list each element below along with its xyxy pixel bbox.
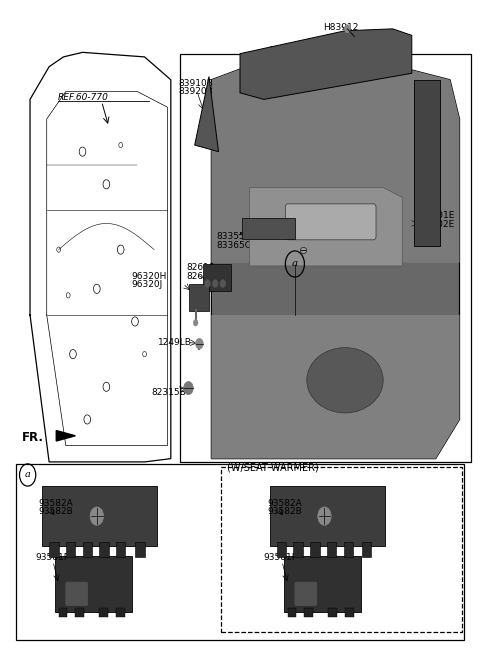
- FancyBboxPatch shape: [285, 204, 376, 240]
- Text: a: a: [292, 260, 298, 268]
- Text: 83355A: 83355A: [216, 232, 251, 241]
- Text: 93582B: 93582B: [38, 507, 73, 516]
- Text: 96320J: 96320J: [131, 280, 162, 289]
- FancyBboxPatch shape: [55, 556, 132, 612]
- FancyBboxPatch shape: [304, 607, 313, 617]
- FancyBboxPatch shape: [116, 543, 125, 557]
- Text: (W/SEAT WARMER): (W/SEAT WARMER): [227, 462, 318, 472]
- Polygon shape: [211, 315, 459, 459]
- Text: 82620: 82620: [187, 272, 215, 281]
- Text: 83362A: 83362A: [269, 54, 303, 64]
- FancyBboxPatch shape: [277, 543, 286, 557]
- FancyBboxPatch shape: [328, 607, 337, 617]
- Text: 93582B: 93582B: [268, 507, 302, 516]
- FancyBboxPatch shape: [42, 486, 157, 546]
- FancyBboxPatch shape: [49, 543, 59, 557]
- FancyBboxPatch shape: [295, 582, 317, 605]
- Polygon shape: [250, 188, 402, 266]
- FancyBboxPatch shape: [284, 556, 361, 612]
- Text: 83301E: 83301E: [420, 211, 455, 220]
- Text: 83352A: 83352A: [269, 46, 303, 55]
- FancyBboxPatch shape: [242, 218, 295, 239]
- Circle shape: [184, 382, 193, 395]
- Circle shape: [196, 338, 203, 349]
- Circle shape: [345, 25, 350, 33]
- FancyBboxPatch shape: [83, 543, 92, 557]
- Circle shape: [318, 507, 331, 525]
- FancyBboxPatch shape: [414, 80, 441, 247]
- Text: 93581F: 93581F: [263, 554, 297, 562]
- FancyBboxPatch shape: [310, 543, 320, 557]
- Circle shape: [204, 279, 210, 287]
- FancyBboxPatch shape: [66, 582, 88, 605]
- Ellipse shape: [307, 348, 383, 413]
- FancyBboxPatch shape: [135, 543, 144, 557]
- Text: 83910B: 83910B: [178, 79, 213, 87]
- Polygon shape: [240, 29, 412, 99]
- FancyBboxPatch shape: [288, 607, 296, 617]
- Text: 83302E: 83302E: [420, 220, 455, 229]
- FancyBboxPatch shape: [221, 467, 462, 632]
- FancyBboxPatch shape: [270, 486, 384, 546]
- Text: 83365C: 83365C: [216, 241, 251, 249]
- FancyBboxPatch shape: [99, 607, 108, 617]
- FancyBboxPatch shape: [203, 264, 231, 291]
- FancyBboxPatch shape: [16, 464, 464, 640]
- Circle shape: [193, 319, 198, 326]
- Text: 1249GE: 1249GE: [263, 244, 298, 253]
- Circle shape: [90, 507, 104, 525]
- Circle shape: [212, 279, 218, 287]
- Text: 93582A: 93582A: [38, 499, 73, 508]
- Text: H83912: H83912: [324, 23, 359, 32]
- Polygon shape: [211, 60, 459, 459]
- FancyBboxPatch shape: [189, 283, 209, 311]
- FancyBboxPatch shape: [327, 543, 336, 557]
- Text: 1249LB: 1249LB: [158, 338, 192, 347]
- Text: 93582A: 93582A: [268, 499, 302, 508]
- FancyBboxPatch shape: [293, 543, 303, 557]
- Polygon shape: [56, 430, 75, 441]
- Text: 96320H: 96320H: [131, 272, 167, 281]
- Polygon shape: [195, 77, 218, 152]
- FancyBboxPatch shape: [116, 607, 124, 617]
- Text: 93581F: 93581F: [36, 554, 70, 562]
- FancyBboxPatch shape: [345, 607, 354, 617]
- Text: FR.: FR.: [22, 430, 43, 443]
- FancyBboxPatch shape: [66, 543, 75, 557]
- FancyBboxPatch shape: [180, 54, 471, 462]
- Text: 82610: 82610: [187, 264, 215, 272]
- Text: REF.60-770: REF.60-770: [58, 93, 108, 102]
- Text: a: a: [24, 470, 31, 480]
- FancyBboxPatch shape: [59, 607, 67, 617]
- FancyBboxPatch shape: [75, 607, 84, 617]
- Polygon shape: [211, 60, 459, 262]
- FancyBboxPatch shape: [344, 543, 353, 557]
- FancyBboxPatch shape: [99, 543, 109, 557]
- Text: 83920B: 83920B: [178, 87, 213, 96]
- Text: 82315B: 82315B: [152, 388, 186, 396]
- FancyBboxPatch shape: [362, 543, 371, 557]
- Circle shape: [220, 279, 226, 287]
